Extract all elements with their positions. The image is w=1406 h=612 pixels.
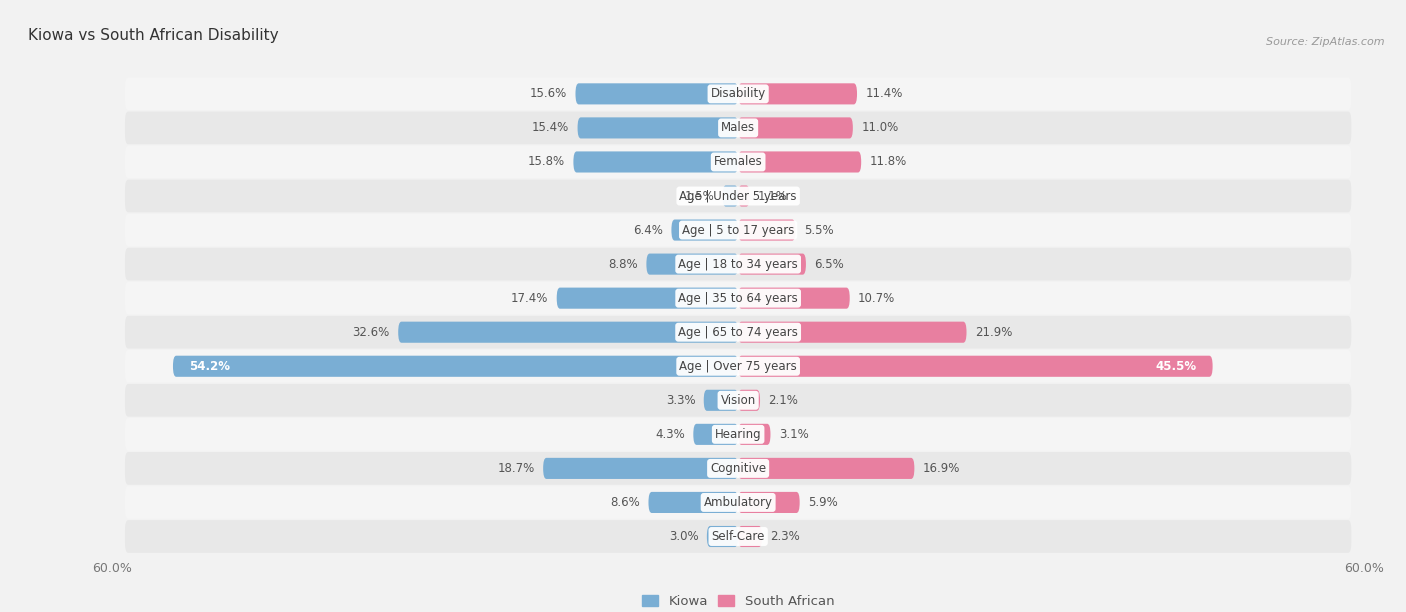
Text: 54.2%: 54.2%: [188, 360, 229, 373]
Text: 15.4%: 15.4%: [531, 121, 569, 135]
Text: Kiowa vs South African Disability: Kiowa vs South African Disability: [28, 28, 278, 43]
FancyBboxPatch shape: [578, 118, 738, 138]
Text: Source: ZipAtlas.com: Source: ZipAtlas.com: [1267, 37, 1385, 47]
Text: Age | 18 to 34 years: Age | 18 to 34 years: [678, 258, 799, 271]
Text: 16.9%: 16.9%: [922, 462, 960, 475]
Text: 8.8%: 8.8%: [609, 258, 638, 271]
FancyBboxPatch shape: [125, 452, 1351, 485]
Text: 4.3%: 4.3%: [655, 428, 685, 441]
FancyBboxPatch shape: [693, 424, 738, 445]
FancyBboxPatch shape: [543, 458, 738, 479]
FancyBboxPatch shape: [125, 486, 1351, 519]
FancyBboxPatch shape: [647, 253, 738, 275]
Text: Age | 65 to 74 years: Age | 65 to 74 years: [678, 326, 799, 338]
FancyBboxPatch shape: [738, 151, 862, 173]
Text: Age | 5 to 17 years: Age | 5 to 17 years: [682, 223, 794, 237]
Text: Vision: Vision: [720, 394, 756, 407]
Text: Disability: Disability: [710, 88, 766, 100]
FancyBboxPatch shape: [738, 118, 853, 138]
FancyBboxPatch shape: [707, 526, 738, 547]
FancyBboxPatch shape: [125, 214, 1351, 247]
FancyBboxPatch shape: [574, 151, 738, 173]
Text: 18.7%: 18.7%: [498, 462, 534, 475]
Text: 1.1%: 1.1%: [758, 190, 787, 203]
Text: 6.4%: 6.4%: [633, 223, 664, 237]
Text: 11.8%: 11.8%: [869, 155, 907, 168]
Text: Ambulatory: Ambulatory: [703, 496, 773, 509]
FancyBboxPatch shape: [738, 492, 800, 513]
Text: 11.0%: 11.0%: [862, 121, 898, 135]
Text: Males: Males: [721, 121, 755, 135]
Text: 15.8%: 15.8%: [527, 155, 565, 168]
Text: Cognitive: Cognitive: [710, 462, 766, 475]
Text: Age | 35 to 64 years: Age | 35 to 64 years: [678, 292, 799, 305]
FancyBboxPatch shape: [125, 111, 1351, 144]
Text: 1.5%: 1.5%: [685, 190, 714, 203]
Text: 32.6%: 32.6%: [353, 326, 389, 338]
Text: 5.9%: 5.9%: [808, 496, 838, 509]
Text: 3.3%: 3.3%: [666, 394, 696, 407]
Text: 11.4%: 11.4%: [865, 88, 903, 100]
Text: 15.6%: 15.6%: [530, 88, 567, 100]
FancyBboxPatch shape: [738, 322, 966, 343]
FancyBboxPatch shape: [738, 185, 749, 207]
FancyBboxPatch shape: [125, 248, 1351, 280]
FancyBboxPatch shape: [173, 356, 738, 377]
Text: 8.6%: 8.6%: [610, 496, 640, 509]
FancyBboxPatch shape: [738, 526, 762, 547]
Text: 21.9%: 21.9%: [974, 326, 1012, 338]
Text: 45.5%: 45.5%: [1156, 360, 1197, 373]
FancyBboxPatch shape: [704, 390, 738, 411]
Text: Age | Under 5 years: Age | Under 5 years: [679, 190, 797, 203]
Text: 5.5%: 5.5%: [804, 223, 834, 237]
Text: 2.3%: 2.3%: [770, 530, 800, 543]
FancyBboxPatch shape: [125, 418, 1351, 450]
Text: Age | Over 75 years: Age | Over 75 years: [679, 360, 797, 373]
FancyBboxPatch shape: [738, 390, 761, 411]
Text: Hearing: Hearing: [714, 428, 762, 441]
FancyBboxPatch shape: [125, 350, 1351, 382]
FancyBboxPatch shape: [125, 282, 1351, 315]
FancyBboxPatch shape: [125, 316, 1351, 349]
FancyBboxPatch shape: [125, 520, 1351, 553]
FancyBboxPatch shape: [648, 492, 738, 513]
FancyBboxPatch shape: [125, 146, 1351, 178]
FancyBboxPatch shape: [125, 180, 1351, 212]
FancyBboxPatch shape: [738, 356, 1212, 377]
FancyBboxPatch shape: [738, 288, 849, 308]
Text: 3.1%: 3.1%: [779, 428, 808, 441]
Text: Females: Females: [714, 155, 762, 168]
FancyBboxPatch shape: [125, 78, 1351, 110]
Text: 2.1%: 2.1%: [769, 394, 799, 407]
FancyBboxPatch shape: [738, 220, 796, 241]
Text: 17.4%: 17.4%: [510, 292, 548, 305]
Text: Self-Care: Self-Care: [711, 530, 765, 543]
FancyBboxPatch shape: [738, 458, 914, 479]
FancyBboxPatch shape: [723, 185, 738, 207]
FancyBboxPatch shape: [672, 220, 738, 241]
FancyBboxPatch shape: [398, 322, 738, 343]
Legend: Kiowa, South African: Kiowa, South African: [637, 589, 839, 612]
FancyBboxPatch shape: [125, 384, 1351, 417]
FancyBboxPatch shape: [738, 424, 770, 445]
FancyBboxPatch shape: [557, 288, 738, 308]
Text: 10.7%: 10.7%: [858, 292, 896, 305]
Text: 6.5%: 6.5%: [814, 258, 844, 271]
FancyBboxPatch shape: [738, 83, 858, 105]
FancyBboxPatch shape: [738, 253, 806, 275]
Text: 3.0%: 3.0%: [669, 530, 699, 543]
FancyBboxPatch shape: [575, 83, 738, 105]
